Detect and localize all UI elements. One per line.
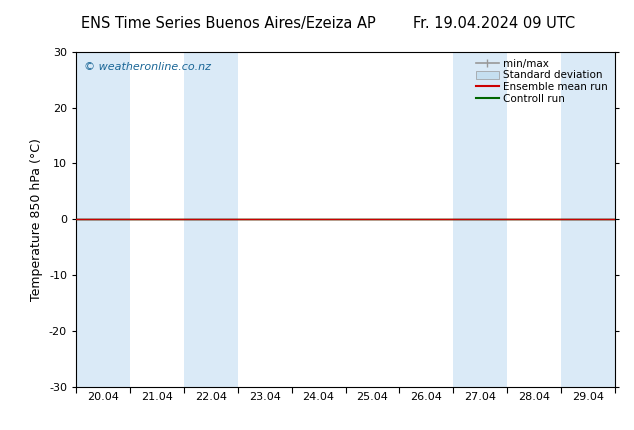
Bar bbox=[453, 52, 507, 387]
Bar bbox=[76, 52, 130, 387]
Bar bbox=[561, 52, 615, 387]
Text: ENS Time Series Buenos Aires/Ezeiza AP: ENS Time Series Buenos Aires/Ezeiza AP bbox=[81, 16, 375, 31]
Text: Fr. 19.04.2024 09 UTC: Fr. 19.04.2024 09 UTC bbox=[413, 16, 576, 31]
Text: © weatheronline.co.nz: © weatheronline.co.nz bbox=[84, 61, 211, 72]
Bar bbox=[184, 52, 238, 387]
Y-axis label: Temperature 850 hPa (°C): Temperature 850 hPa (°C) bbox=[30, 138, 43, 301]
Legend: min/max, Standard deviation, Ensemble mean run, Controll run: min/max, Standard deviation, Ensemble me… bbox=[474, 57, 610, 106]
